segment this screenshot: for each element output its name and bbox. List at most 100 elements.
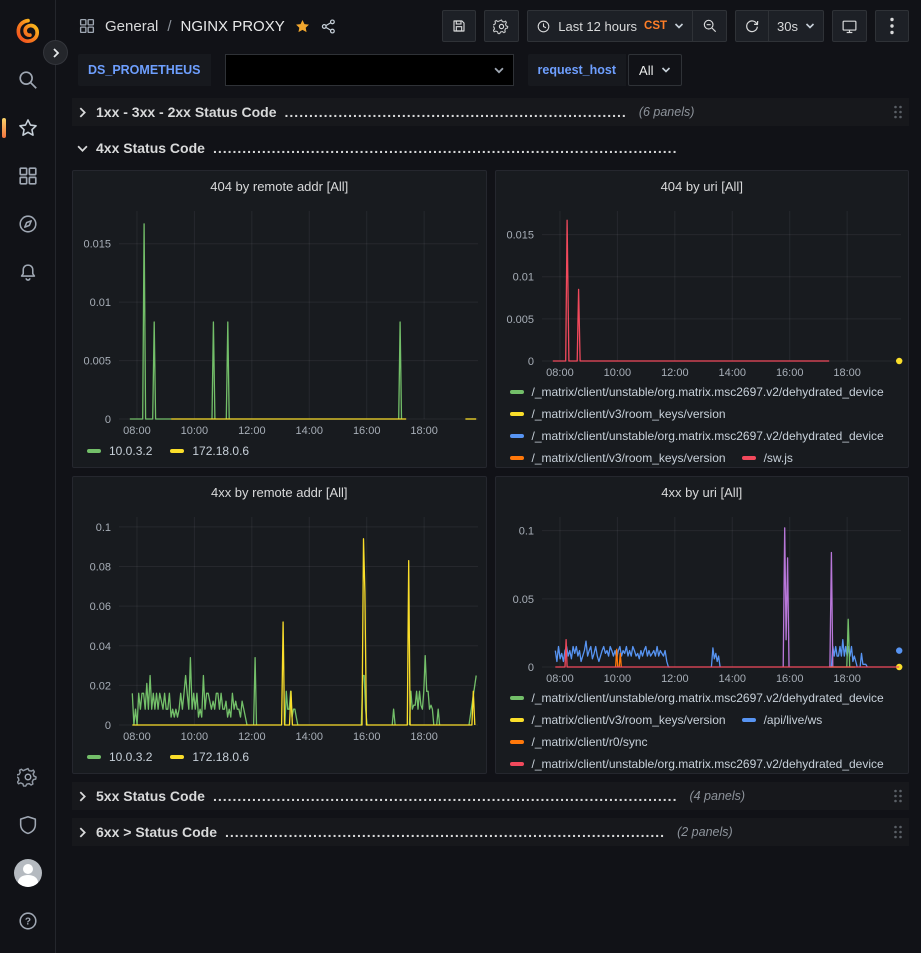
legend-label[interactable]: /_matrix/client/v3/room_keys/version	[531, 407, 726, 421]
sidebar-expand-button[interactable]	[43, 40, 68, 65]
series-line	[132, 538, 476, 726]
legend-item[interactable]: /_matrix/client/unstable/org.matrix.msc2…	[509, 381, 884, 403]
sidebar-item-alerting[interactable]	[6, 250, 50, 294]
legend-label[interactable]: 10.0.3.2	[109, 750, 153, 764]
series-line	[129, 223, 172, 420]
datasource-variable-label[interactable]: DS_PROMETHEUS	[78, 54, 211, 86]
y-tick-label: 0.015	[506, 230, 534, 242]
y-tick-label: 0.015	[83, 239, 111, 251]
legend-item[interactable]: /_matrix/client/unstable/org.matrix.msc2…	[509, 687, 884, 709]
panel-chart[interactable]: 08:00 10:00 12:00 14:00 16:00 18:00 0 0.02 0.04 0…	[73, 507, 486, 745]
legend-label[interactable]: /_matrix/client/unstable/org.matrix.msc2…	[531, 757, 884, 771]
legend-label[interactable]: /_matrix/client/v3/room_keys/version	[531, 451, 726, 465]
legend-item[interactable]: /_matrix/client/unstable/org.matrix.msc2…	[509, 753, 884, 773]
x-tick-label: 18:00	[833, 673, 861, 685]
legend-item[interactable]: 10.0.3.2	[87, 746, 152, 768]
legend-label[interactable]: /_matrix/client/unstable/org.matrix.msc2…	[531, 385, 884, 399]
x-tick-label: 10:00	[603, 367, 631, 379]
favorite-star-icon[interactable]	[294, 18, 311, 35]
sidebar-item-search[interactable]	[6, 58, 50, 102]
panel-title[interactable]: 4xx by uri [All]	[661, 484, 743, 500]
sidebar-item-starred[interactable]	[1, 106, 50, 150]
x-tick-label: 10:00	[181, 731, 209, 743]
panel-chart[interactable]: 08:00 10:00 12:00 14:00 16:00 18:00 0 0.005 0.01…	[496, 201, 909, 381]
row-header-5xx[interactable]: 5xx Status Code ........................…	[72, 782, 909, 810]
row-drag-handle[interactable]	[893, 789, 905, 803]
sidebar-item-server-admin[interactable]	[6, 803, 50, 847]
request-host-select[interactable]: All	[628, 54, 683, 86]
chart-canvas[interactable]: 08:00 10:00 12:00 14:00 16:00 18:00 0 0.02 0.04 0…	[73, 507, 486, 745]
series-point	[895, 647, 902, 654]
page-title[interactable]: NGINX PROXY	[180, 17, 285, 35]
panel-title[interactable]: 404 by uri [All]	[660, 178, 743, 194]
chevron-right-icon	[76, 826, 88, 838]
panel-title[interactable]: 4xx by remote addr [All]	[210, 484, 348, 500]
save-icon	[453, 20, 465, 32]
panel-title[interactable]: 404 by remote addr [All]	[210, 178, 349, 194]
share-icon[interactable]	[320, 18, 337, 35]
legend-item[interactable]: /api/live/ws	[741, 709, 823, 731]
legend-item[interactable]: 172.18.0.6	[170, 746, 249, 768]
series-line	[408, 655, 435, 726]
legend-label[interactable]: /api/live/ws	[763, 713, 823, 727]
series-line	[436, 708, 441, 726]
legend-swatch	[87, 449, 101, 453]
legend-item[interactable]: 172.18.0.6	[170, 440, 249, 462]
y-tick-label: 0.005	[83, 356, 111, 368]
row-drag-handle[interactable]	[893, 105, 905, 119]
kiosk-mode-button[interactable]	[832, 10, 867, 42]
search-icon	[18, 71, 37, 89]
y-tick-label: 0.05	[512, 594, 533, 606]
legend-item[interactable]: /_matrix/client/v3/room_keys/version	[509, 709, 726, 731]
row-header-6xx[interactable]: 6xx > Status Code ......................…	[72, 818, 909, 846]
legend-label[interactable]: /_matrix/client/v3/room_keys/version	[531, 713, 726, 727]
legend-label[interactable]: 172.18.0.6	[192, 444, 250, 458]
legend-item[interactable]: /_matrix/client/unstable/org.matrix.msc2…	[509, 425, 884, 447]
panel-chart[interactable]: 08:00 10:00 12:00 14:00 16:00 18:00 0 0.005 0.01…	[73, 201, 486, 439]
sidebar-item-profile[interactable]	[6, 851, 50, 895]
chart-canvas[interactable]: 08:00 10:00 12:00 14:00 16:00 18:00 0 0.005 0.01…	[73, 201, 486, 439]
save-dashboard-button[interactable]	[442, 10, 477, 42]
sidebar-item-configuration[interactable]	[6, 755, 50, 799]
time-range-picker[interactable]: Last 12 hours CST	[527, 10, 694, 42]
refresh-button[interactable]	[735, 10, 770, 42]
breadcrumb-section[interactable]: General	[105, 17, 159, 35]
x-tick-label: 14:00	[296, 425, 324, 437]
y-tick-label: 0.01	[512, 272, 533, 284]
chevron-down-icon	[674, 23, 684, 29]
x-tick-label: 08:00	[123, 731, 151, 743]
legend-label[interactable]: /sw.js	[763, 451, 793, 465]
row-header-1xx-3xx-2xx[interactable]: 1xx - 3xx - 2xx Status Code ............…	[72, 98, 909, 126]
legend-item[interactable]: /_matrix/client/v3/room_keys/version	[509, 447, 726, 467]
zoom-out-time-button[interactable]	[693, 10, 728, 42]
legend-swatch	[509, 718, 524, 722]
legend-item[interactable]: 10.0.3.2	[87, 440, 152, 462]
sidebar-item-dashboards[interactable]	[6, 154, 50, 198]
more-options-button[interactable]	[875, 10, 909, 42]
legend-item[interactable]: /_matrix/client/r0/sync	[509, 731, 648, 753]
row-drag-handle[interactable]	[893, 825, 905, 839]
sidebar-item-explore[interactable]	[6, 202, 50, 246]
legend-label[interactable]: /_matrix/client/r0/sync	[531, 735, 648, 749]
legend-label[interactable]: /_matrix/client/unstable/org.matrix.msc2…	[531, 429, 884, 443]
x-tick-label: 18:00	[410, 731, 438, 743]
refresh-interval-dropdown[interactable]: 30s	[769, 10, 824, 42]
request-host-variable-label[interactable]: request_host	[527, 54, 627, 86]
legend-label[interactable]: 10.0.3.2	[109, 444, 153, 458]
gear-icon	[493, 18, 509, 34]
panels-grid: 404 by remote addr [All] 08:00 10:00 12:00…	[72, 170, 909, 774]
grafana-logo[interactable]	[6, 10, 50, 54]
dashboard-settings-button[interactable]	[484, 10, 520, 42]
panel-chart[interactable]: 08:00 10:00 12:00 14:00 16:00 18:00 0 0.05 0.1	[496, 507, 909, 687]
datasource-select[interactable]	[224, 54, 514, 86]
legend-label[interactable]: 172.18.0.6	[192, 750, 250, 764]
legend-label[interactable]: /_matrix/client/unstable/org.matrix.msc2…	[531, 691, 884, 705]
legend-item[interactable]: /_matrix/client/v3/room_keys/version	[509, 403, 726, 425]
sidebar-item-help[interactable]: ?	[6, 899, 50, 943]
legend-item[interactable]: /sw.js	[741, 447, 793, 467]
chart-canvas[interactable]: 08:00 10:00 12:00 14:00 16:00 18:00 0 0.005 0.01…	[496, 201, 909, 381]
row-header-4xx[interactable]: 4xx Status Code ........................…	[72, 134, 909, 162]
chart-canvas[interactable]: 08:00 10:00 12:00 14:00 16:00 18:00 0 0.05 0.1	[496, 507, 909, 687]
y-tick-label: 0.005	[506, 314, 534, 326]
sidebar: ?	[0, 0, 56, 953]
